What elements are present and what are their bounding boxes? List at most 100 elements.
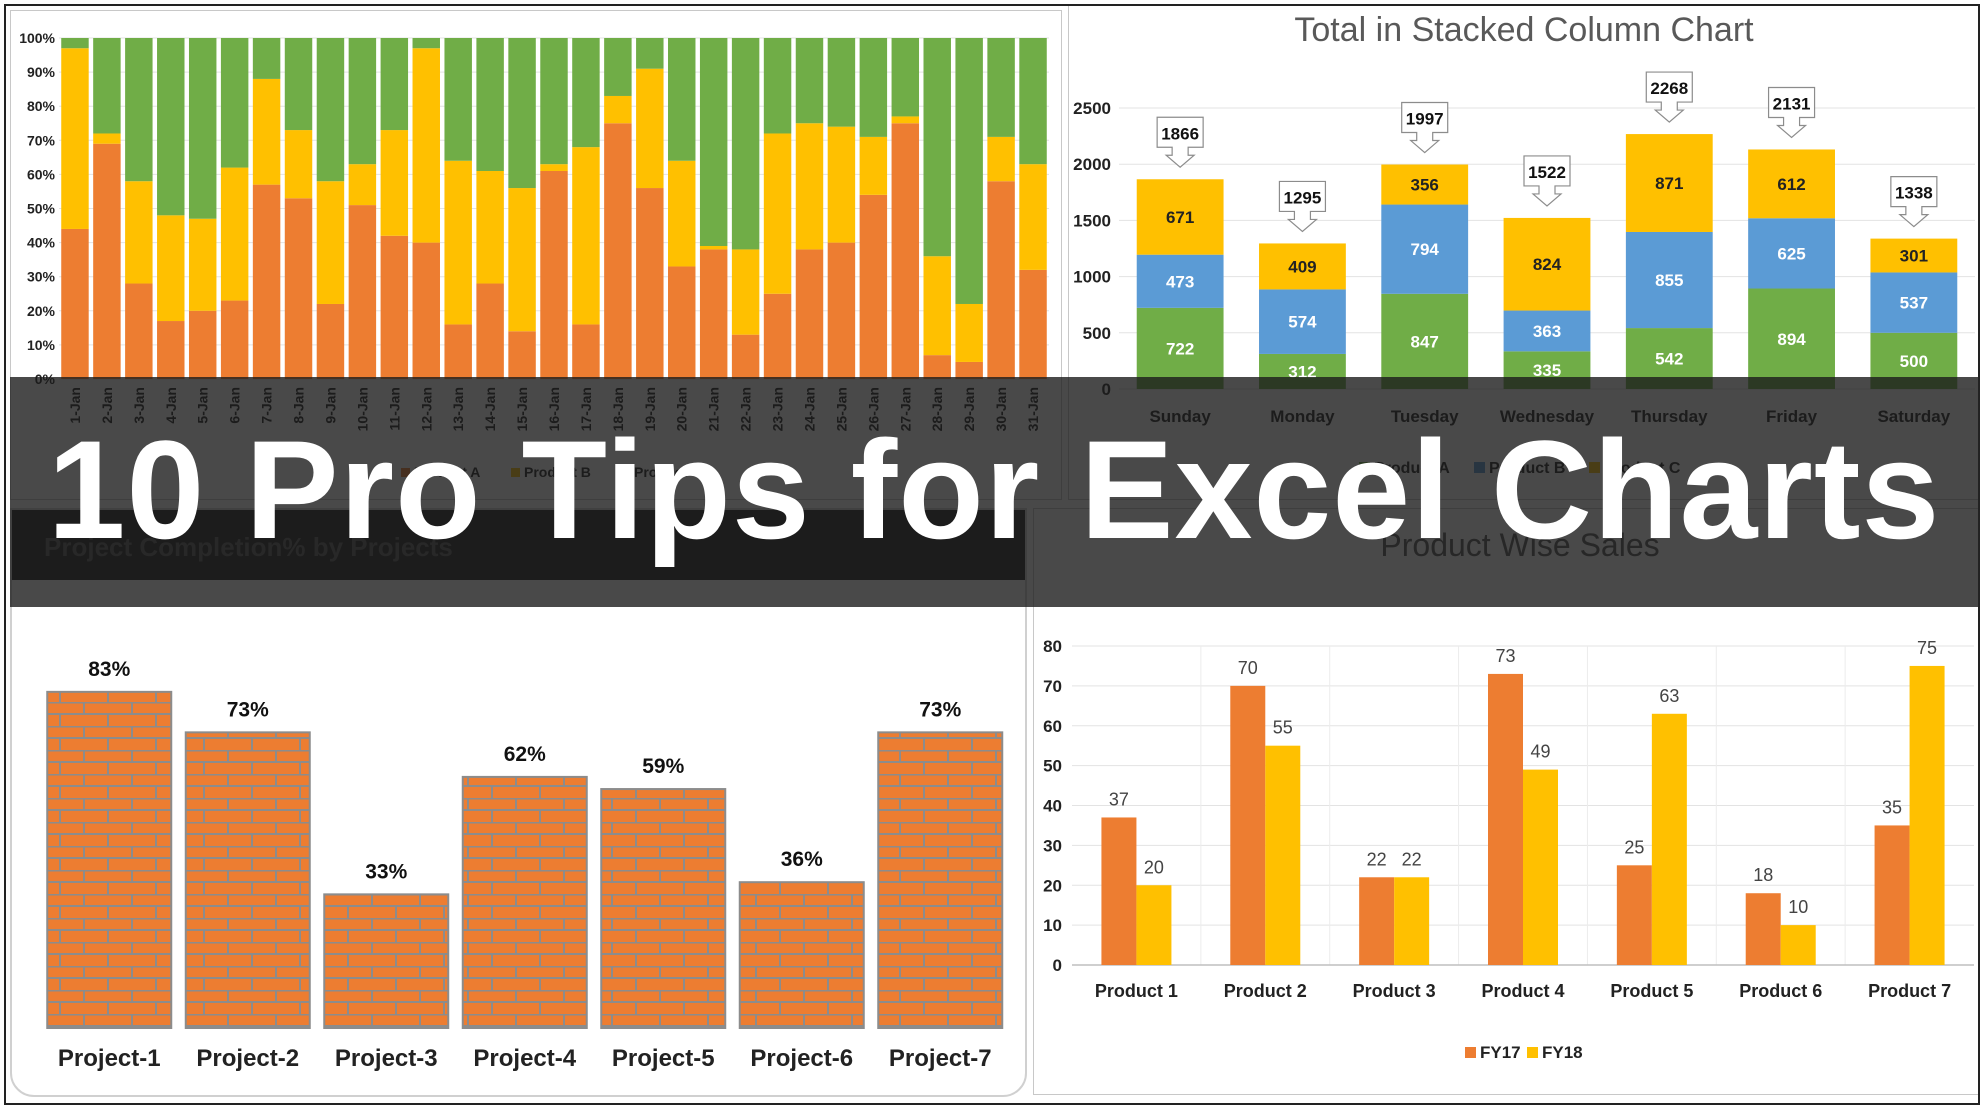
data-label: 871	[1655, 174, 1683, 193]
bar-fy18	[1523, 769, 1558, 965]
bar-segment-product-c	[763, 38, 792, 134]
y-tick-label: 50	[1043, 757, 1062, 776]
bar-segment-product-c	[380, 38, 409, 131]
y-tick-label: 500	[1083, 324, 1111, 343]
bar-segment-product-b	[731, 249, 760, 335]
y-tick-label: 20	[1043, 876, 1062, 895]
x-tick-label: Project-6	[750, 1045, 853, 1072]
bar-segment-product-c	[1019, 38, 1047, 165]
bar-segment-product-c	[572, 38, 600, 148]
bar-segment-product-c	[220, 38, 249, 168]
data-label: 10	[1788, 897, 1808, 917]
total-label: 1295	[1284, 188, 1322, 207]
bar-fy18	[1909, 665, 1945, 965]
data-label: 70	[1238, 658, 1258, 678]
data-label: 312	[1288, 362, 1316, 381]
bar-segment-product-a	[731, 334, 760, 379]
y-tick-label: 90%	[27, 64, 56, 80]
bar-segment-product-a	[795, 249, 824, 379]
bar-fy18	[1136, 885, 1172, 965]
data-label: 542	[1655, 350, 1683, 369]
data-label: 63	[1659, 686, 1679, 706]
bar-segment-product-a	[859, 194, 888, 379]
total-callout	[1645, 71, 1693, 123]
bar-segment-product-b	[1136, 254, 1224, 308]
brick-bar	[323, 893, 450, 1029]
y-tick-label: 10%	[27, 337, 56, 353]
legend-entry: FY17	[1480, 1043, 1521, 1062]
legend-entry: FY18	[1542, 1043, 1583, 1062]
bar-segment-product-c	[348, 38, 377, 165]
data-label: 33%	[365, 860, 407, 883]
data-label: 73%	[919, 698, 961, 721]
bar-segment-product-c	[316, 38, 345, 182]
bar-segment-product-a	[61, 228, 89, 379]
bar-segment-product-a	[572, 324, 600, 379]
y-tick-label: 1000	[1073, 268, 1111, 287]
x-tick-label: Project-1	[58, 1045, 161, 1072]
bar-segment-product-a	[348, 205, 377, 379]
bar-segment-product-a	[604, 123, 632, 379]
x-tick-label: Product 4	[1481, 981, 1564, 1001]
bar-segment-product-b	[220, 167, 249, 301]
bar-segment-product-b	[604, 95, 632, 124]
bar-segment-product-b	[476, 170, 504, 284]
bar-fy17	[1230, 685, 1266, 965]
bar-segment-product-c	[859, 38, 888, 137]
bar-segment-product-a	[923, 355, 951, 379]
total-callout	[1767, 86, 1816, 139]
bar-segment-product-b	[636, 68, 664, 189]
x-tick-label: Project-4	[473, 1045, 576, 1072]
bar-segment-product-a	[699, 249, 728, 379]
bar-segment-product-b	[859, 136, 888, 195]
bar-fy17	[1488, 673, 1523, 965]
legend-swatch	[1465, 1047, 1476, 1058]
bar-segment-product-a	[987, 181, 1015, 379]
bar-segment-product-c	[731, 38, 760, 250]
bar-segment-product-c	[540, 38, 568, 165]
bar-segment-product-c	[125, 38, 153, 182]
brick-bar	[877, 731, 1004, 1029]
bar-segment-product-b	[252, 78, 281, 185]
bar-segment-product-c	[1381, 164, 1469, 205]
bar-segment-product-c	[1870, 238, 1958, 273]
bar-fy18	[1780, 925, 1816, 965]
bar-segment-product-a	[188, 310, 217, 379]
bar-segment-product-c	[1503, 217, 1591, 311]
bar-segment-product-b	[987, 136, 1015, 182]
data-label: 847	[1411, 332, 1439, 351]
brick-bar	[600, 788, 727, 1029]
y-tick-label: 70%	[27, 132, 56, 148]
x-tick-label: Product 5	[1610, 981, 1693, 1001]
bar-segment-product-b	[668, 160, 696, 267]
total-label: 1522	[1528, 163, 1566, 182]
bar-segment-product-a	[93, 143, 121, 379]
bar-segment-product-c	[1625, 134, 1713, 232]
legend-swatch	[1527, 1047, 1538, 1058]
bar-segment-product-a	[284, 198, 313, 379]
bar-segment-product-b	[572, 147, 600, 325]
bar-segment-product-c	[1259, 243, 1346, 290]
bar-segment-product-a	[220, 300, 249, 379]
y-tick-label: 20%	[27, 303, 56, 319]
y-tick-label: 30%	[27, 269, 56, 285]
bar-fy17	[1874, 825, 1910, 965]
bar-segment-product-b	[93, 133, 121, 144]
bar-segment-product-c	[636, 38, 664, 69]
bar-segment-product-b	[1019, 164, 1047, 270]
bar-segment-product-a	[125, 283, 153, 379]
bar-segment-product-a	[1136, 307, 1224, 389]
x-tick-label: Product 6	[1739, 981, 1822, 1001]
bar-segment-product-b	[61, 48, 89, 229]
bar-segment-product-c	[1136, 179, 1224, 255]
y-tick-label: 70	[1043, 677, 1062, 696]
data-label: 500	[1900, 352, 1928, 371]
bar-segment-product-c	[923, 38, 951, 257]
bar-segment-product-c	[1748, 149, 1835, 219]
data-label: 18	[1753, 865, 1773, 885]
data-label: 824	[1533, 255, 1562, 274]
x-tick-label: Project-7	[889, 1045, 992, 1072]
total-label: 1338	[1895, 184, 1933, 203]
data-label: 612	[1777, 175, 1805, 194]
bar-segment-product-c	[955, 38, 983, 304]
